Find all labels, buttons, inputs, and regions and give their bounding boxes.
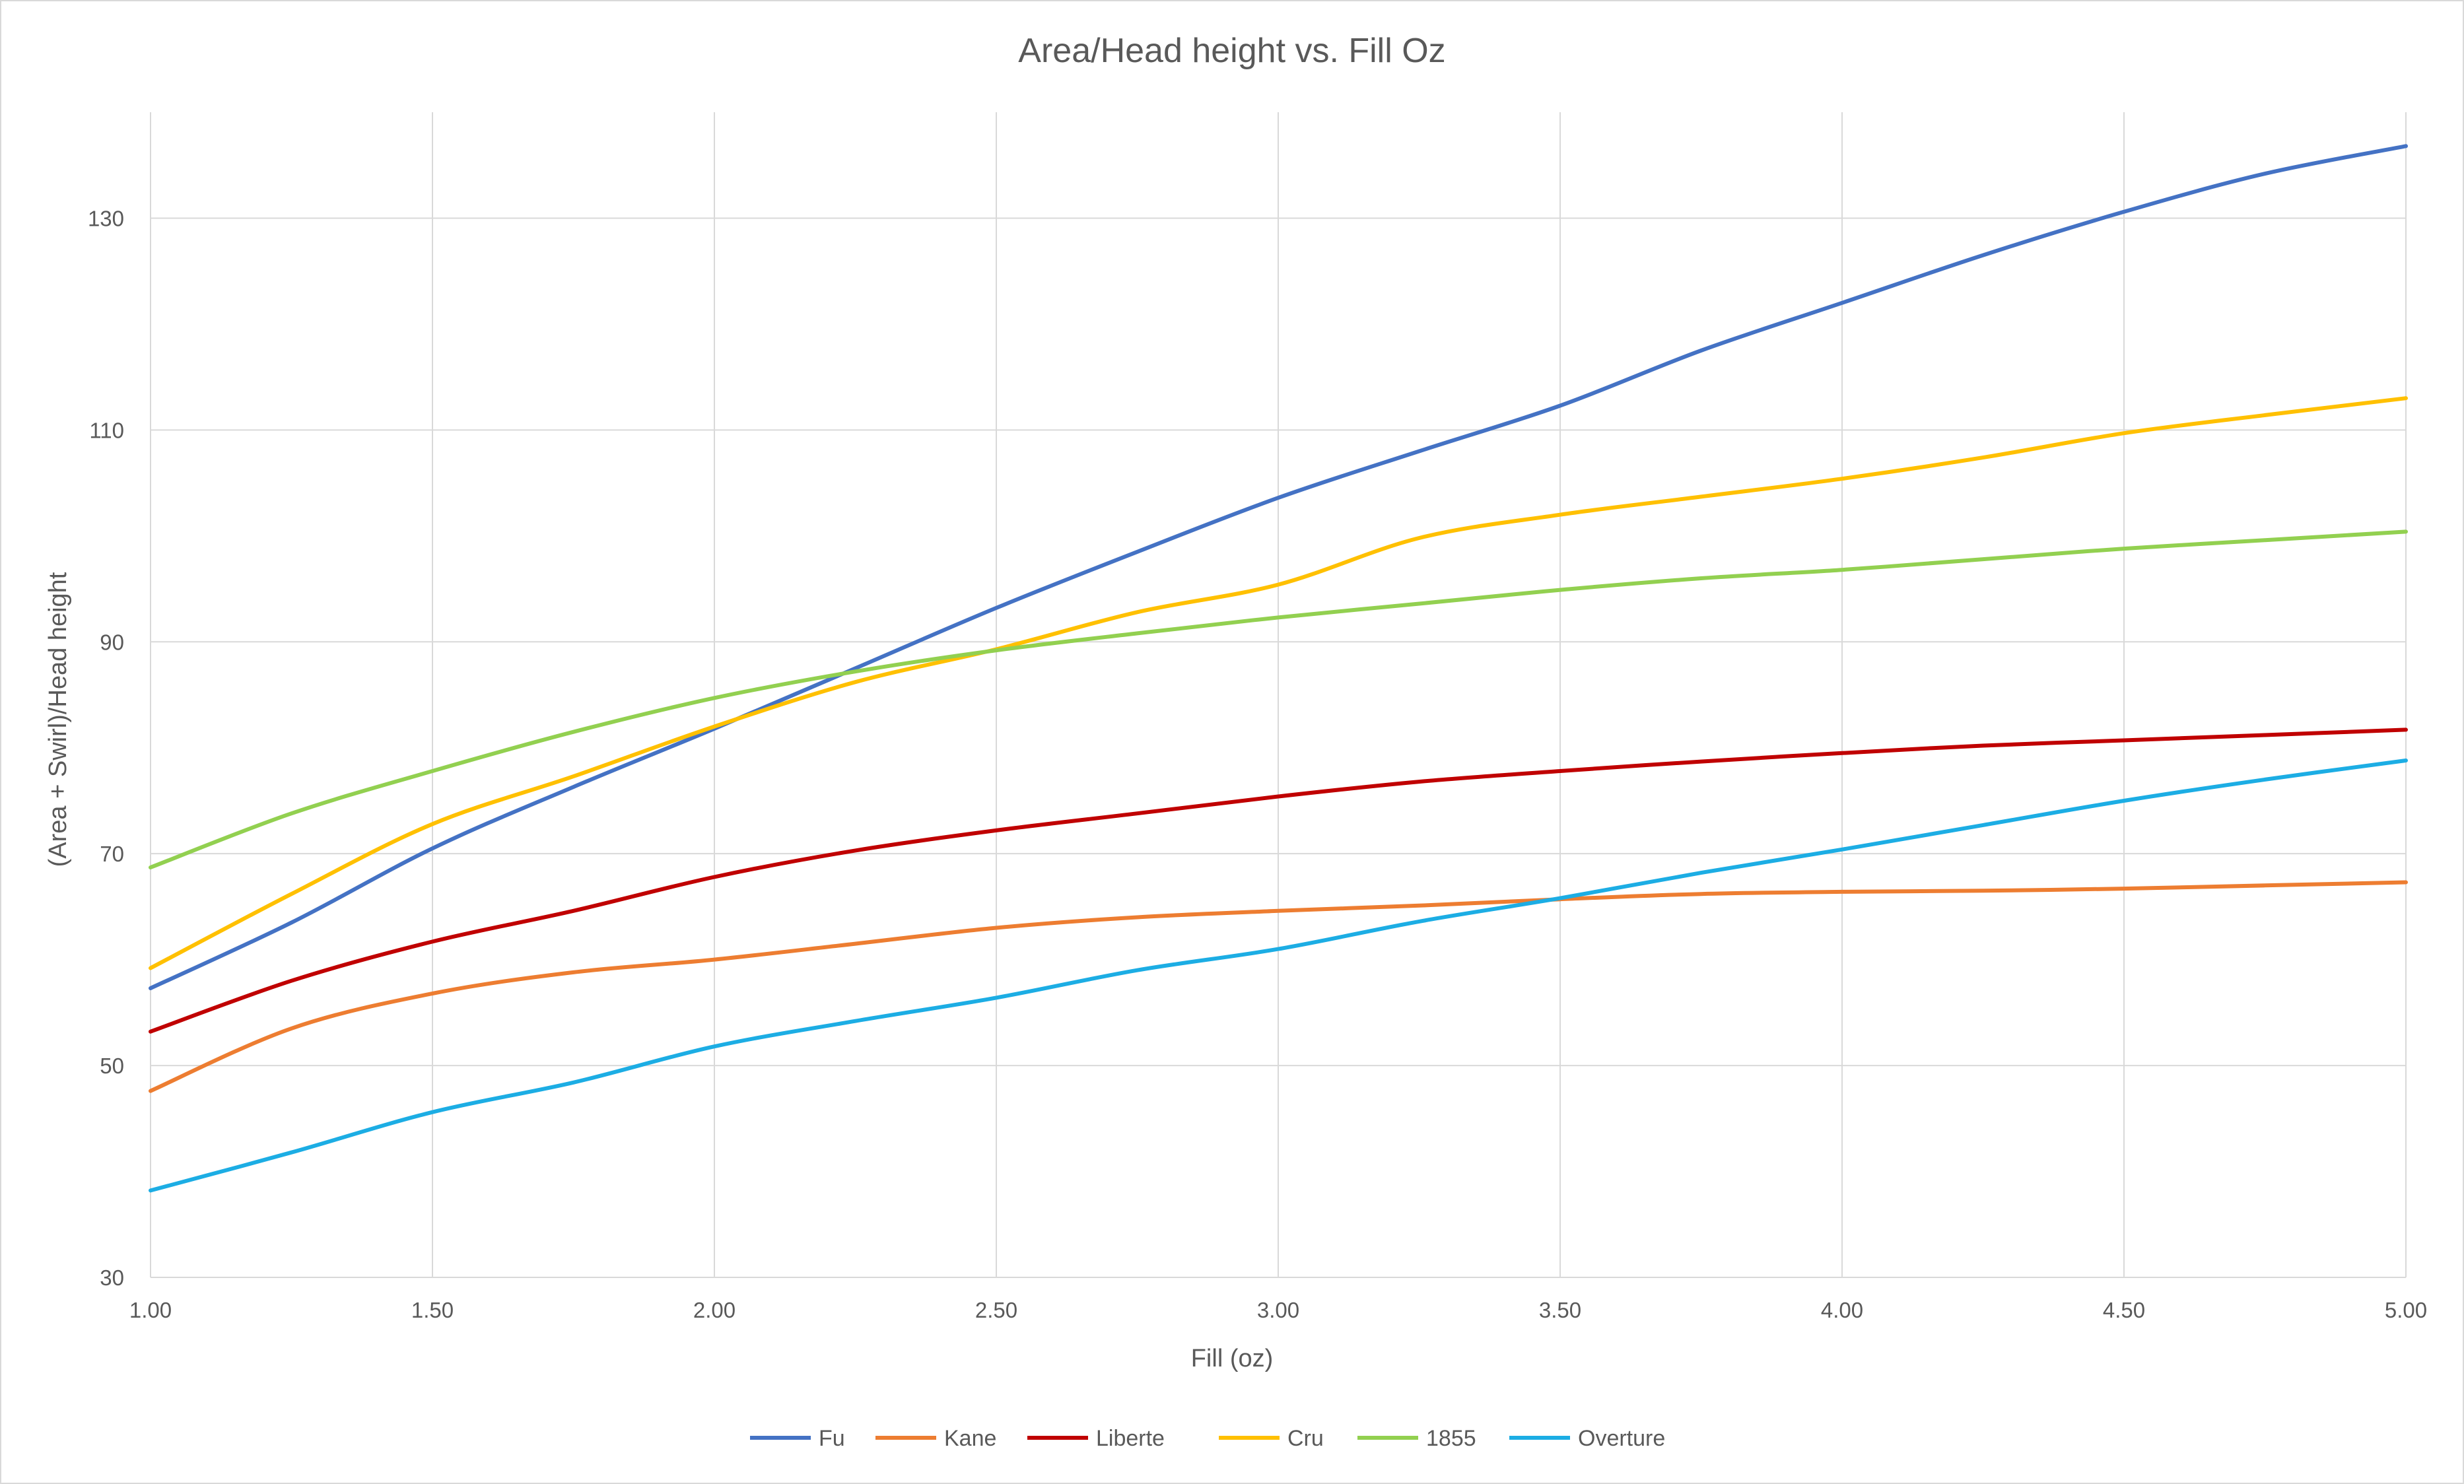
legend: Fu Kane Liberte Cru 1855 Overture	[750, 1426, 1665, 1451]
legend-item-liberte[interactable]: Liberte	[1027, 1426, 1165, 1451]
legend-item-kane[interactable]: Kane	[875, 1426, 996, 1451]
series-line-kane	[149, 880, 2408, 1093]
x-tick-label: 3.00	[1257, 1298, 1299, 1322]
legend-label: Overture	[1578, 1426, 1665, 1451]
x-tick-label: 1.50	[411, 1298, 454, 1322]
series-line-liberte	[149, 727, 2408, 1034]
vertical-gridlines	[150, 112, 2407, 1277]
y-tick-label: 130	[88, 206, 124, 230]
legend-item-cru[interactable]: Cru	[1219, 1426, 1324, 1451]
y-tick-label: 50	[100, 1054, 124, 1078]
x-tick-label: 4.50	[2103, 1298, 2145, 1322]
legend-label: Liberte	[1096, 1426, 1165, 1451]
y-tick-label: 30	[100, 1265, 124, 1290]
x-tick-labels: 1.00 1.50 2.00 2.50 3.00 3.50 4.00 4.50 5.00	[129, 1298, 2427, 1322]
y-axis-title: (Area + Swirl)/Head height	[44, 572, 72, 867]
legend-label: Cru	[1287, 1426, 1324, 1451]
legend-item-fu[interactable]: Fu	[750, 1426, 845, 1451]
x-tick-label: 2.00	[693, 1298, 736, 1322]
y-tick-label: 110	[89, 418, 124, 442]
x-axis-title: Fill (oz)	[1191, 1345, 1274, 1372]
legend-label: Fu	[819, 1426, 845, 1451]
x-tick-label: 1.00	[129, 1298, 172, 1322]
legend-item-1855[interactable]: 1855	[1357, 1426, 1476, 1451]
x-tick-label: 2.50	[975, 1298, 1017, 1322]
series-lines	[149, 144, 2408, 1193]
legend-item-overture[interactable]: Overture	[1509, 1426, 1665, 1451]
chart-title: Area/Head height vs. Fill Oz	[1018, 32, 1445, 70]
legend-label: Kane	[944, 1426, 996, 1451]
series-line-overture	[149, 759, 2408, 1193]
legend-label: 1855	[1426, 1426, 1476, 1451]
x-tick-label: 4.00	[1821, 1298, 1863, 1322]
series-line-cru	[149, 396, 2408, 970]
y-tick-labels: 30 50 70 90 110 130	[88, 206, 124, 1290]
x-tick-label: 5.00	[2385, 1298, 2427, 1322]
y-tick-label: 70	[100, 842, 124, 866]
x-tick-label: 3.50	[1539, 1298, 1581, 1322]
y-tick-label: 90	[100, 630, 124, 654]
series-line-fu	[149, 144, 2408, 990]
series-line-1855	[149, 529, 2408, 869]
